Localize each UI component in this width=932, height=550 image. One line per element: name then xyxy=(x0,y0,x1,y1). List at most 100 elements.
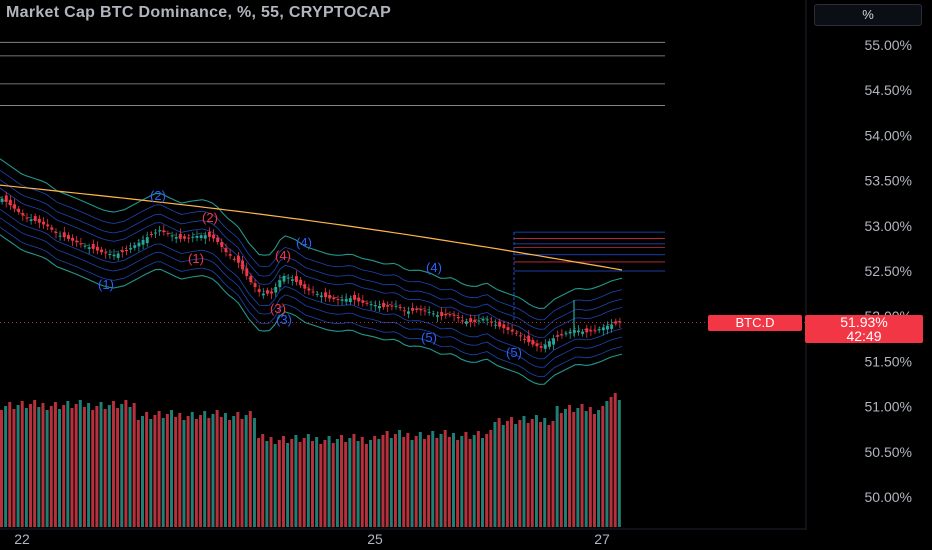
candle-body xyxy=(216,237,220,242)
volume-bar xyxy=(539,422,543,527)
volume-bar xyxy=(33,400,37,527)
volume-bar xyxy=(58,409,62,527)
candle-body xyxy=(212,234,215,239)
volume-bar xyxy=(435,438,439,527)
candle-body xyxy=(407,311,410,314)
volume-bar xyxy=(248,411,252,527)
candle-body xyxy=(50,227,54,230)
volume-bar xyxy=(66,401,70,527)
candle-body xyxy=(274,287,278,293)
volume-bar xyxy=(132,403,136,527)
volume-bar xyxy=(410,440,414,527)
volume-bar xyxy=(443,430,447,527)
candle-body xyxy=(245,268,249,277)
volume-bar xyxy=(497,418,501,527)
candle-body xyxy=(423,310,427,312)
volume-bar xyxy=(431,431,435,527)
volume-bar xyxy=(244,415,248,527)
candle-body xyxy=(340,299,344,301)
symbol-badge: BTC.D xyxy=(708,315,802,331)
candle-body xyxy=(460,320,464,322)
volume-bar xyxy=(87,403,91,527)
volume-bar xyxy=(37,407,41,527)
price-tick-label: 55.00% xyxy=(865,37,912,53)
candle-body xyxy=(21,213,25,216)
volume-bar xyxy=(286,443,290,527)
volume-bar xyxy=(398,430,402,527)
candle-body xyxy=(116,253,120,258)
wave-label-blue: (4) xyxy=(426,260,442,275)
volume-bar xyxy=(294,435,298,527)
candle-body xyxy=(54,231,58,234)
volume-bar xyxy=(161,418,165,527)
volume-bar xyxy=(468,439,472,527)
candle-body xyxy=(108,254,112,255)
candle-body xyxy=(96,246,99,251)
volume-bar xyxy=(418,432,422,527)
candle-body xyxy=(87,247,91,249)
candle-body xyxy=(593,330,597,332)
candle-body xyxy=(278,280,282,288)
time-tick-label: 22 xyxy=(14,531,30,547)
candle-body xyxy=(253,283,257,287)
volume-bar xyxy=(62,405,66,527)
volume-bar xyxy=(327,436,331,527)
channel-band-line xyxy=(0,169,623,321)
volume-bar xyxy=(128,407,132,527)
volume-bar xyxy=(111,401,115,527)
volume-bar xyxy=(91,410,95,527)
candle-body xyxy=(183,236,186,239)
candle-body xyxy=(328,295,332,299)
volume-bar xyxy=(592,414,596,527)
candle-body xyxy=(145,237,149,244)
volume-bar xyxy=(315,437,319,527)
candle-body xyxy=(353,294,356,300)
volume-bar xyxy=(402,437,406,527)
volume-bar xyxy=(240,419,244,527)
volume-bar xyxy=(157,411,161,527)
candle-body xyxy=(133,245,137,248)
candle-body xyxy=(473,319,477,323)
candle-body xyxy=(606,325,609,330)
wave-label-red: (4) xyxy=(275,248,291,263)
volume-bar xyxy=(348,438,352,527)
last-price-label: 51.93% xyxy=(840,314,888,330)
candle-body xyxy=(519,335,522,337)
candle-body xyxy=(465,321,468,324)
volume-bar xyxy=(447,437,451,527)
candle-body xyxy=(444,313,448,316)
candle-body xyxy=(531,340,535,345)
volume-bar xyxy=(261,434,265,527)
percent-scale-button[interactable]: % xyxy=(814,4,922,26)
candle-body xyxy=(249,276,253,282)
candle-body xyxy=(315,293,319,295)
volume-bar xyxy=(269,437,273,527)
volume-bar xyxy=(335,439,339,527)
candle-body xyxy=(618,321,622,323)
candle-body xyxy=(37,218,41,223)
candle-body xyxy=(527,335,531,343)
candle-body xyxy=(365,302,369,304)
channel-band-line xyxy=(0,187,623,339)
volume-bar xyxy=(20,401,24,527)
volume-bar xyxy=(547,425,551,527)
candle-body xyxy=(166,233,170,235)
volume-bar xyxy=(165,414,169,527)
candle-body xyxy=(394,305,398,307)
volume-bar xyxy=(460,436,464,527)
volume-bar xyxy=(331,443,335,527)
volume-bar xyxy=(568,405,572,527)
candle-body xyxy=(585,328,589,333)
wave-label-blue: (4) xyxy=(296,235,312,250)
time-tick-label: 27 xyxy=(594,531,610,547)
candle-body xyxy=(62,232,66,238)
candle-body xyxy=(456,317,460,319)
price-candles xyxy=(0,191,806,353)
volume-bar xyxy=(530,419,534,527)
volume-bar xyxy=(120,404,124,527)
volume-bar xyxy=(472,435,476,527)
volume-bar xyxy=(522,416,526,527)
candle-body xyxy=(100,249,103,253)
volume-bar xyxy=(136,420,140,527)
